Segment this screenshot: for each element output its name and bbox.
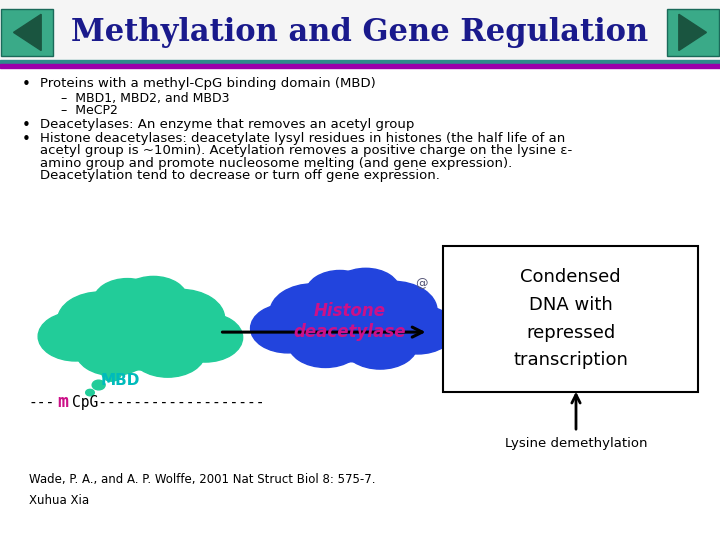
Text: Wade, P. A., and A. P. Wolffe, 2001 Nat Struct Biol 8: 575-7.: Wade, P. A., and A. P. Wolffe, 2001 Nat … (29, 472, 375, 485)
Text: Deacetylation tend to decrease or turn off gene expression.: Deacetylation tend to decrease or turn o… (40, 169, 439, 182)
Circle shape (92, 380, 105, 390)
Polygon shape (679, 14, 706, 51)
Ellipse shape (380, 305, 455, 354)
Text: acetyl group is ~10min). Acetylation removes a positive charge on the lysine ε-: acetyl group is ~10min). Acetylation rem… (40, 144, 572, 157)
Ellipse shape (288, 319, 363, 367)
Ellipse shape (332, 268, 400, 313)
Bar (0, 60, 720, 64)
Circle shape (102, 367, 121, 381)
Text: Methylation and Gene Regulation: Methylation and Gene Regulation (71, 17, 649, 48)
Text: @: @ (415, 277, 428, 290)
Circle shape (86, 389, 94, 396)
Ellipse shape (270, 303, 335, 345)
Text: m: m (57, 393, 68, 411)
Text: •: • (22, 132, 30, 147)
Ellipse shape (58, 292, 144, 349)
Text: Histone deacetylases: deacetylate lysyl residues in histones (the half life of a: Histone deacetylases: deacetylate lysyl … (40, 132, 565, 145)
FancyBboxPatch shape (667, 9, 719, 56)
Ellipse shape (120, 276, 187, 321)
Ellipse shape (270, 284, 356, 341)
Ellipse shape (158, 311, 223, 353)
Ellipse shape (94, 279, 161, 323)
Text: Histone
deacetylase: Histone deacetylase (293, 302, 405, 341)
Text: MBD: MBD (101, 373, 140, 388)
Ellipse shape (135, 289, 225, 348)
Text: Xuhua Xia: Xuhua Xia (29, 494, 89, 507)
Ellipse shape (58, 311, 122, 353)
Text: Condensed
DNA with
repressed
transcription: Condensed DNA with repressed transcripti… (513, 268, 628, 369)
Ellipse shape (348, 281, 437, 340)
Ellipse shape (76, 326, 150, 376)
Ellipse shape (83, 294, 198, 370)
Text: –  MBD1, MBD2, and MBD3: – MBD1, MBD2, and MBD3 (61, 92, 230, 105)
Ellipse shape (343, 320, 418, 369)
Text: •: • (22, 77, 30, 92)
Text: CpG-------------------: CpG------------------- (72, 395, 264, 410)
Text: ---: --- (29, 395, 55, 410)
Polygon shape (14, 14, 41, 51)
Ellipse shape (306, 271, 374, 315)
Ellipse shape (251, 303, 325, 353)
Ellipse shape (295, 286, 410, 362)
FancyBboxPatch shape (1, 9, 53, 56)
Text: Lysine demethylation: Lysine demethylation (505, 437, 647, 450)
Ellipse shape (168, 313, 243, 362)
Text: Proteins with a methyl-CpG binding domain (MBD): Proteins with a methyl-CpG binding domai… (40, 77, 375, 90)
Text: –  MeCP2: – MeCP2 (61, 104, 118, 117)
Text: Deacetylases: An enzyme that removes an acetyl group: Deacetylases: An enzyme that removes an … (40, 118, 414, 131)
Bar (0, 64, 720, 68)
Ellipse shape (38, 312, 113, 361)
FancyBboxPatch shape (0, 0, 720, 65)
Ellipse shape (371, 303, 436, 345)
Text: amino group and promote nucleosome melting (and gene expression).: amino group and promote nucleosome melti… (40, 157, 512, 170)
Text: •: • (22, 118, 30, 133)
FancyBboxPatch shape (443, 246, 698, 392)
Ellipse shape (130, 328, 205, 377)
